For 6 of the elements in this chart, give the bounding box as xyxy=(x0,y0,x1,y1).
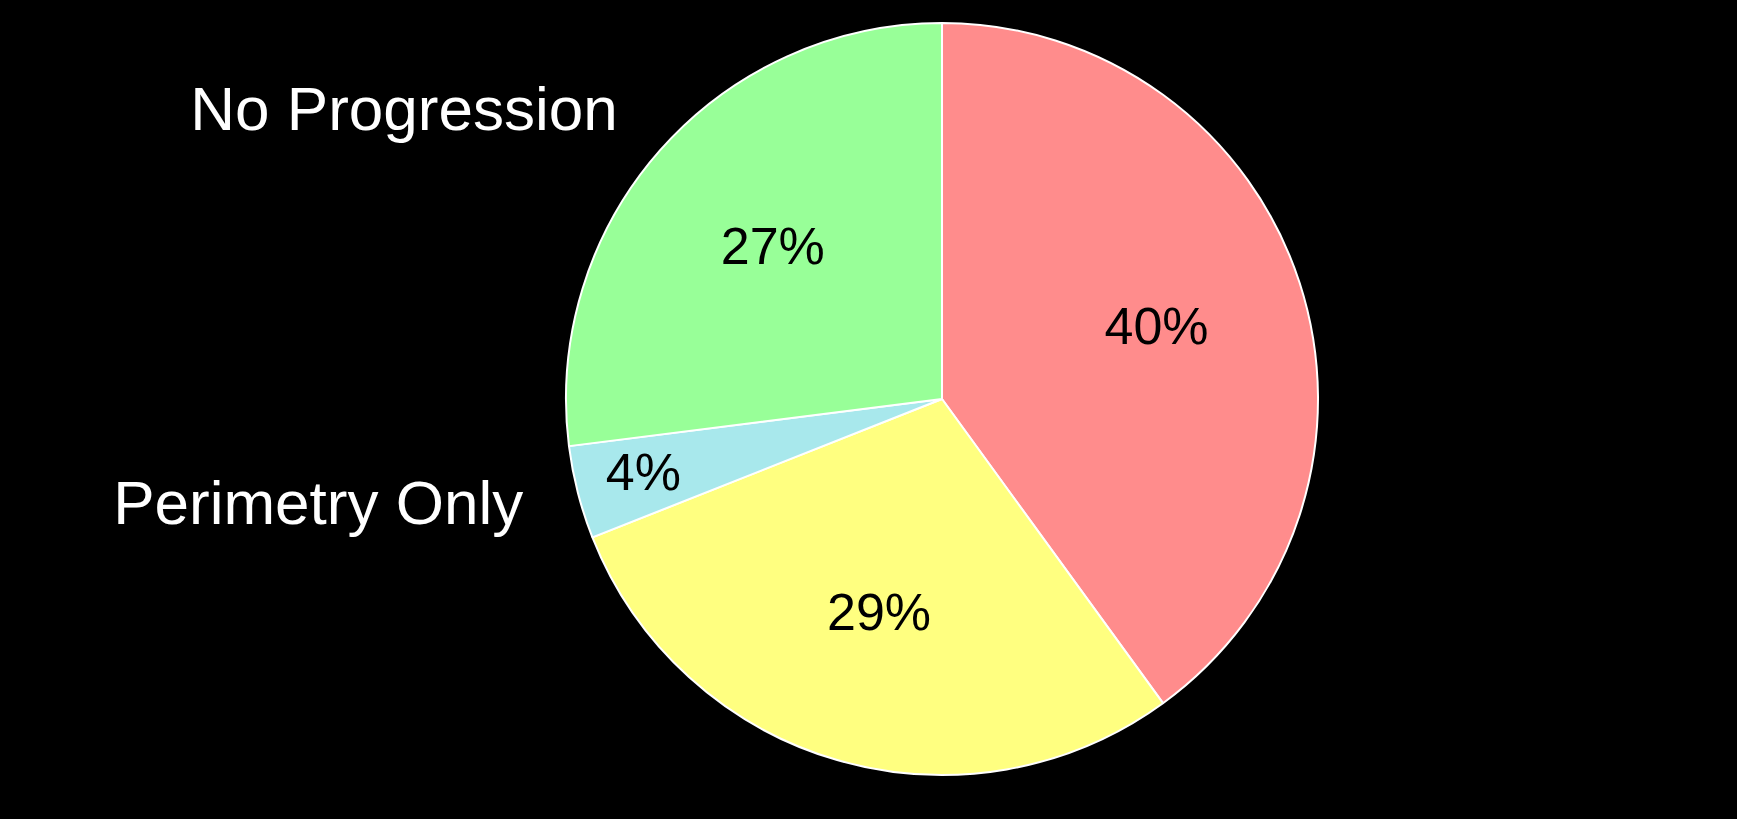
data-label: 4% xyxy=(605,443,681,502)
data-label: 29% xyxy=(827,582,932,641)
slice-label: Perimetry Only xyxy=(113,467,524,537)
data-label: 27% xyxy=(720,217,825,276)
data-label: 40% xyxy=(1104,296,1209,355)
slice-label: No Progression xyxy=(190,74,618,144)
